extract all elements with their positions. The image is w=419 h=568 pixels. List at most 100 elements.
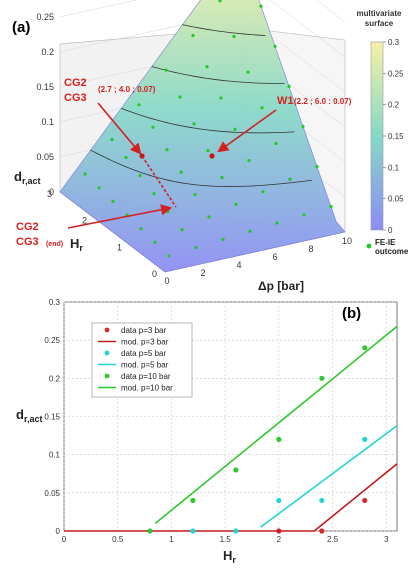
arrow-cg2-cg3 (97, 102, 142, 155)
outcome-point-30 (165, 148, 169, 152)
outcome-point-9 (207, 215, 211, 219)
outcome-point-26 (260, 106, 264, 110)
outcome-point-47 (218, 0, 222, 3)
colorbar-bar (370, 41, 384, 231)
outcome-point-10 (234, 202, 238, 206)
y-tick-2: 0.1 (49, 451, 61, 460)
legend-a-label-line1: FE-IE (375, 238, 396, 247)
outcome-point-38 (178, 95, 182, 99)
annotation-cg2-cg3-end: CG2 CG3 (end) (16, 204, 173, 248)
dp-tick-2: 4 (236, 260, 241, 270)
outcome-point-36 (124, 155, 128, 160)
x-tick-3: 1.5 (220, 535, 232, 544)
outcome-point-40 (232, 34, 236, 39)
arrow-w1 (217, 109, 277, 153)
outcome-point-18 (247, 158, 251, 163)
dp-tick-1: 2 (200, 268, 205, 278)
plot-b-x-label: Hr (223, 548, 236, 565)
panel-a-label: (a) (12, 19, 30, 36)
outcome-point-37 (151, 125, 155, 129)
plot-b-series (64, 325, 398, 534)
wall-grid-right-5 (315, 0, 346, 23)
y-tick-0: 0 (56, 527, 61, 536)
outcome-point-32 (219, 96, 223, 100)
z-tick-4: 0.2 (41, 47, 54, 57)
svg-text:CG3: CG3 (64, 92, 87, 104)
legend-a: FE-IE outcome (366, 238, 409, 256)
svg-text:(end): (end) (46, 241, 63, 248)
data-point-2-3 (319, 497, 325, 504)
dp-tick-3: 6 (272, 252, 277, 262)
hr-axis-label: Hr (70, 236, 83, 253)
x-tick-0: 0 (62, 535, 67, 544)
hr-tick-2: 2 (82, 216, 87, 226)
data-point-2-2 (276, 497, 282, 504)
legend-b-label-3: mod. p=5 bar (121, 361, 169, 370)
outcome-point-4 (275, 221, 279, 225)
colorbar-tick-0: 0 (388, 226, 393, 235)
data-point-4-5 (362, 345, 368, 351)
multivariate-surface (59, 0, 346, 273)
colorbar-ticks: 0 0.05 0.1 0.15 0.2 0.25 0.3 (383, 38, 404, 235)
fe-ie-outcome-points (83, 0, 333, 258)
outcome-point-13 (315, 164, 319, 169)
point-w1 (209, 153, 215, 159)
data-point-4-0 (147, 528, 153, 534)
data-point-0-2 (362, 497, 368, 504)
outcome-point-41 (259, 4, 263, 8)
z-tick-2: 0.1 (41, 117, 54, 127)
contour-3 (182, 24, 266, 36)
dp-axis-ticks: 0 2 4 6 8 10 (164, 236, 352, 286)
x-tick-5: 2.5 (327, 535, 339, 544)
outcome-point-3 (248, 229, 252, 233)
x-tick-1: 0.5 (112, 535, 124, 544)
outcome-point-43 (110, 137, 114, 142)
outcome-point-17 (220, 175, 224, 180)
wall-grid-left-4 (59, 0, 138, 18)
outcome-point-35 (97, 186, 101, 190)
svg-text:(2.2 ; 6.0 : 0.07): (2.2 ; 6.0 : 0.07) (294, 97, 352, 106)
series-line-5 (154, 325, 398, 524)
plot-b-ticks: 0 0.5 1 1.5 2 2.5 3 0 0.05 0.1 0.15 0.2 0.25 0.3 (44, 298, 389, 544)
colorbar-tick-3: 0.15 (388, 132, 404, 141)
colorbar-tick-5: 0.25 (388, 69, 404, 78)
legend-b-label-0: data p=3 bar (121, 326, 166, 335)
z-axis-ticks: 00.050.10.150.20.250.3 (36, 12, 54, 197)
z-axis-label: dr,act (14, 169, 40, 186)
outcome-point-22 (152, 192, 156, 196)
outcome-point-8 (180, 228, 184, 232)
drop-line-cg2-cg3 (141, 155, 177, 208)
colorbar: multivariate surface 0 0.05 0.1 0.15 0.2 0.25… (357, 9, 405, 235)
svg-text:CG3: CG3 (16, 236, 39, 248)
outcome-point-0 (167, 254, 171, 258)
contour-0 (90, 149, 312, 187)
panel-b-label: (b) (342, 305, 361, 322)
outcome-point-25 (233, 127, 237, 131)
outcome-point-6 (329, 205, 333, 209)
outcome-point-12 (288, 177, 292, 181)
outcome-point-2 (221, 237, 225, 241)
outcome-point-46 (191, 33, 195, 38)
outcome-point-1 (194, 246, 198, 250)
wall-grid-right-4 (269, 0, 346, 58)
y-tick-6: 0.3 (49, 298, 61, 307)
z-tick-1: 0.05 (36, 152, 54, 162)
outcome-point-11 (261, 190, 265, 194)
legend-b-swatch-0 (104, 327, 110, 333)
svg-text:(2.7 ; 4.0 ; 0.07): (2.7 ; 4.0 ; 0.07) (98, 85, 156, 94)
contour-2 (151, 66, 285, 84)
outcome-point-24 (206, 149, 210, 153)
legend-b-swatch-4 (104, 373, 110, 379)
hr-tick-3: 3 (47, 189, 52, 199)
svg-text:W1: W1 (277, 95, 294, 107)
legend-a-marker (366, 243, 372, 249)
data-point-4-2 (233, 467, 239, 473)
annotation-w1: W1 (2.2 ; 6.0 : 0.07) (209, 95, 352, 159)
y-tick-5: 0.25 (44, 336, 60, 345)
z-tick-3: 0.15 (36, 82, 54, 92)
data-point-2-1 (233, 528, 239, 534)
outcome-point-14 (139, 227, 143, 231)
outcome-point-23 (179, 170, 183, 174)
